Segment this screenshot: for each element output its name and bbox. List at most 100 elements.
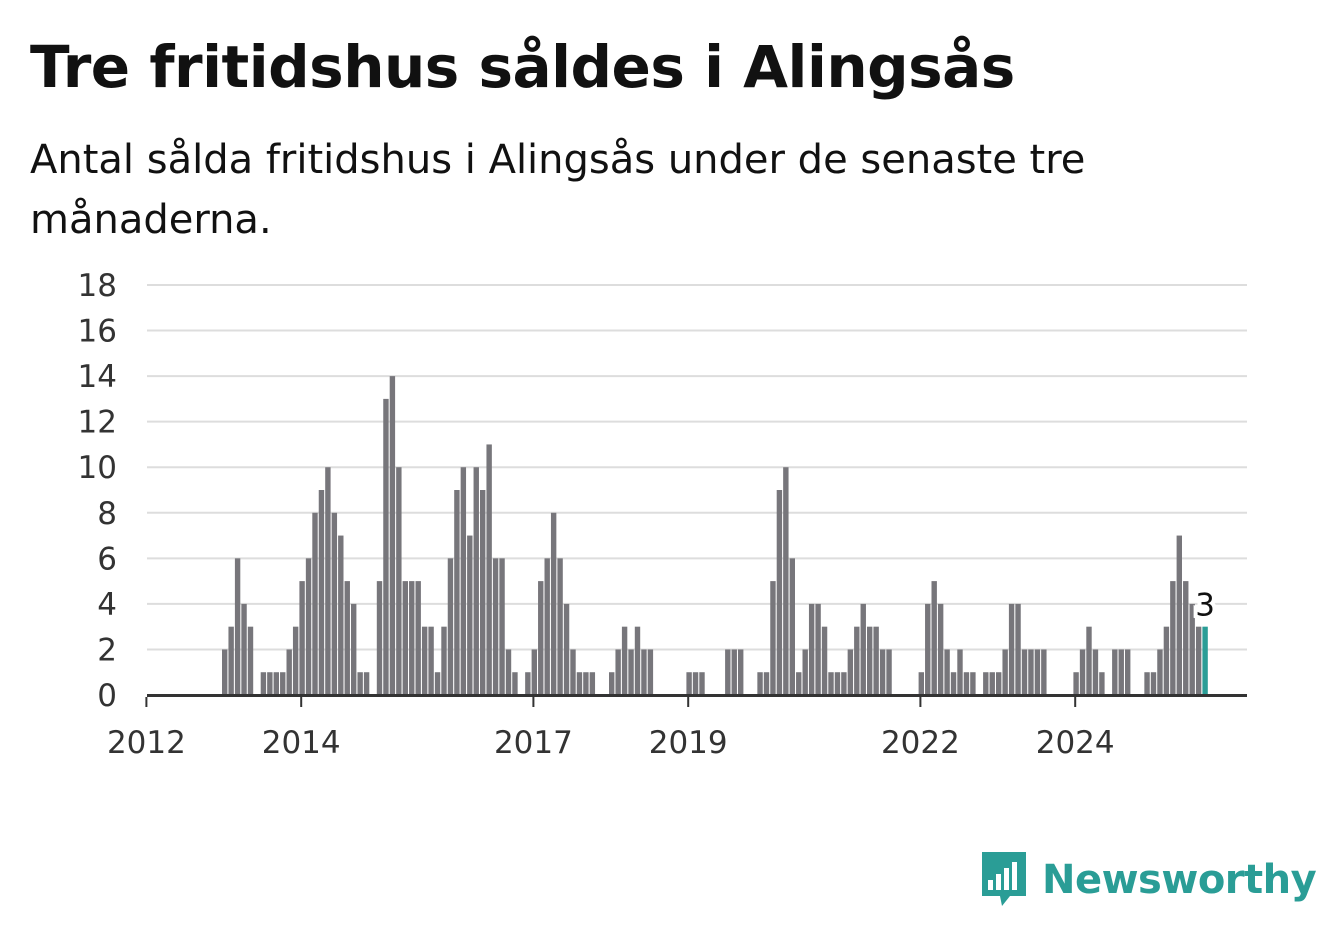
bar: [692, 672, 699, 695]
bar: [1163, 626, 1170, 695]
chart-title: Tre fritidshus såldes i Alingsås: [30, 33, 1015, 101]
bar: [686, 672, 692, 695]
bar: [396, 467, 402, 695]
bar: [789, 558, 795, 695]
bar: [1189, 603, 1195, 695]
bar: [1021, 649, 1028, 695]
bar: [641, 649, 647, 695]
bar: [267, 672, 273, 695]
bar: [467, 535, 473, 695]
bar: [376, 581, 383, 695]
bar: [1150, 672, 1157, 695]
bar: [318, 490, 325, 695]
bar: [286, 649, 292, 695]
bar: [996, 672, 1002, 695]
x-tick-label: 2019: [649, 725, 728, 761]
bar: [460, 467, 467, 695]
bar: [1112, 649, 1118, 695]
bar: [570, 649, 576, 695]
bar: [1125, 649, 1131, 695]
bar: [1092, 649, 1099, 695]
x-tick-label: 2012: [107, 725, 186, 761]
bar: [557, 558, 563, 695]
bar: [357, 672, 363, 695]
bar: [925, 603, 931, 695]
bar: [950, 672, 957, 695]
bar: [821, 626, 828, 695]
bar: [241, 603, 247, 695]
bar: [808, 603, 815, 695]
bar: [770, 581, 776, 695]
bar: [854, 626, 860, 695]
bar: [1034, 649, 1041, 695]
bar: [931, 581, 937, 695]
bar: [738, 649, 744, 695]
bar: [918, 672, 924, 695]
bar: [421, 626, 428, 695]
bar: [647, 649, 654, 695]
bar: [731, 649, 737, 695]
bar: [292, 626, 299, 695]
y-tick-label: 18: [78, 268, 117, 304]
bar: [234, 558, 241, 695]
y-tick-label: 16: [78, 314, 117, 350]
bar: [1002, 649, 1008, 695]
bar: [273, 672, 279, 695]
y-tick-label: 10: [78, 450, 117, 486]
y-tick-label: 14: [78, 359, 117, 395]
bar: [499, 558, 505, 695]
bar: [776, 490, 783, 695]
bar: [989, 672, 995, 695]
bar: [544, 558, 550, 695]
brand-name: Newsworthy: [1042, 857, 1317, 903]
bar: [847, 649, 854, 695]
bar: [447, 558, 454, 695]
bar: [331, 512, 338, 695]
bar: [699, 672, 705, 695]
y-axis-ticks: 0 2 4 6 8 10 12 14 16 18: [78, 268, 117, 714]
bar: [351, 603, 357, 695]
bar: [783, 467, 789, 695]
bar: [796, 672, 802, 695]
bar: [228, 626, 234, 695]
bar: [550, 512, 557, 695]
bar: [834, 672, 841, 695]
x-tick-label: 2022: [881, 725, 960, 761]
bar: [609, 672, 615, 695]
bar: [589, 672, 596, 695]
bar: [1118, 649, 1124, 695]
bar: [473, 467, 479, 695]
x-tick-label: 2017: [494, 725, 573, 761]
bar: [1099, 672, 1105, 695]
bar: [621, 626, 628, 695]
bar: [344, 581, 350, 695]
bar: [299, 581, 305, 695]
bar: [260, 672, 267, 695]
bar: [802, 649, 808, 695]
bar: [325, 467, 331, 695]
bar: [480, 490, 486, 695]
bar: [937, 603, 944, 695]
bar: [389, 376, 396, 695]
bar: [363, 672, 370, 695]
bar: [454, 490, 460, 695]
bar: [434, 672, 441, 695]
bar: [867, 626, 873, 695]
bar: [512, 672, 518, 695]
bar: [441, 626, 447, 695]
y-tick-label: 2: [97, 632, 117, 668]
bar: [402, 581, 408, 695]
bar: [886, 649, 892, 695]
bar: [757, 672, 763, 695]
chart-subtitle: Antal sålda fritidshus i Alingsås under …: [30, 137, 1086, 243]
bar: [247, 626, 254, 695]
bar: [860, 603, 866, 695]
bar: [563, 603, 570, 695]
bar-chart: 0 2 4 6 8 10 12 14 16 18 2012 2014 2017 2019 2022 2024…: [78, 268, 1247, 761]
bar: [963, 672, 970, 695]
bar: [944, 649, 950, 695]
bar: [828, 672, 834, 695]
bar: [1073, 672, 1079, 695]
y-tick-label: 0: [97, 678, 117, 714]
bar: [531, 649, 537, 695]
